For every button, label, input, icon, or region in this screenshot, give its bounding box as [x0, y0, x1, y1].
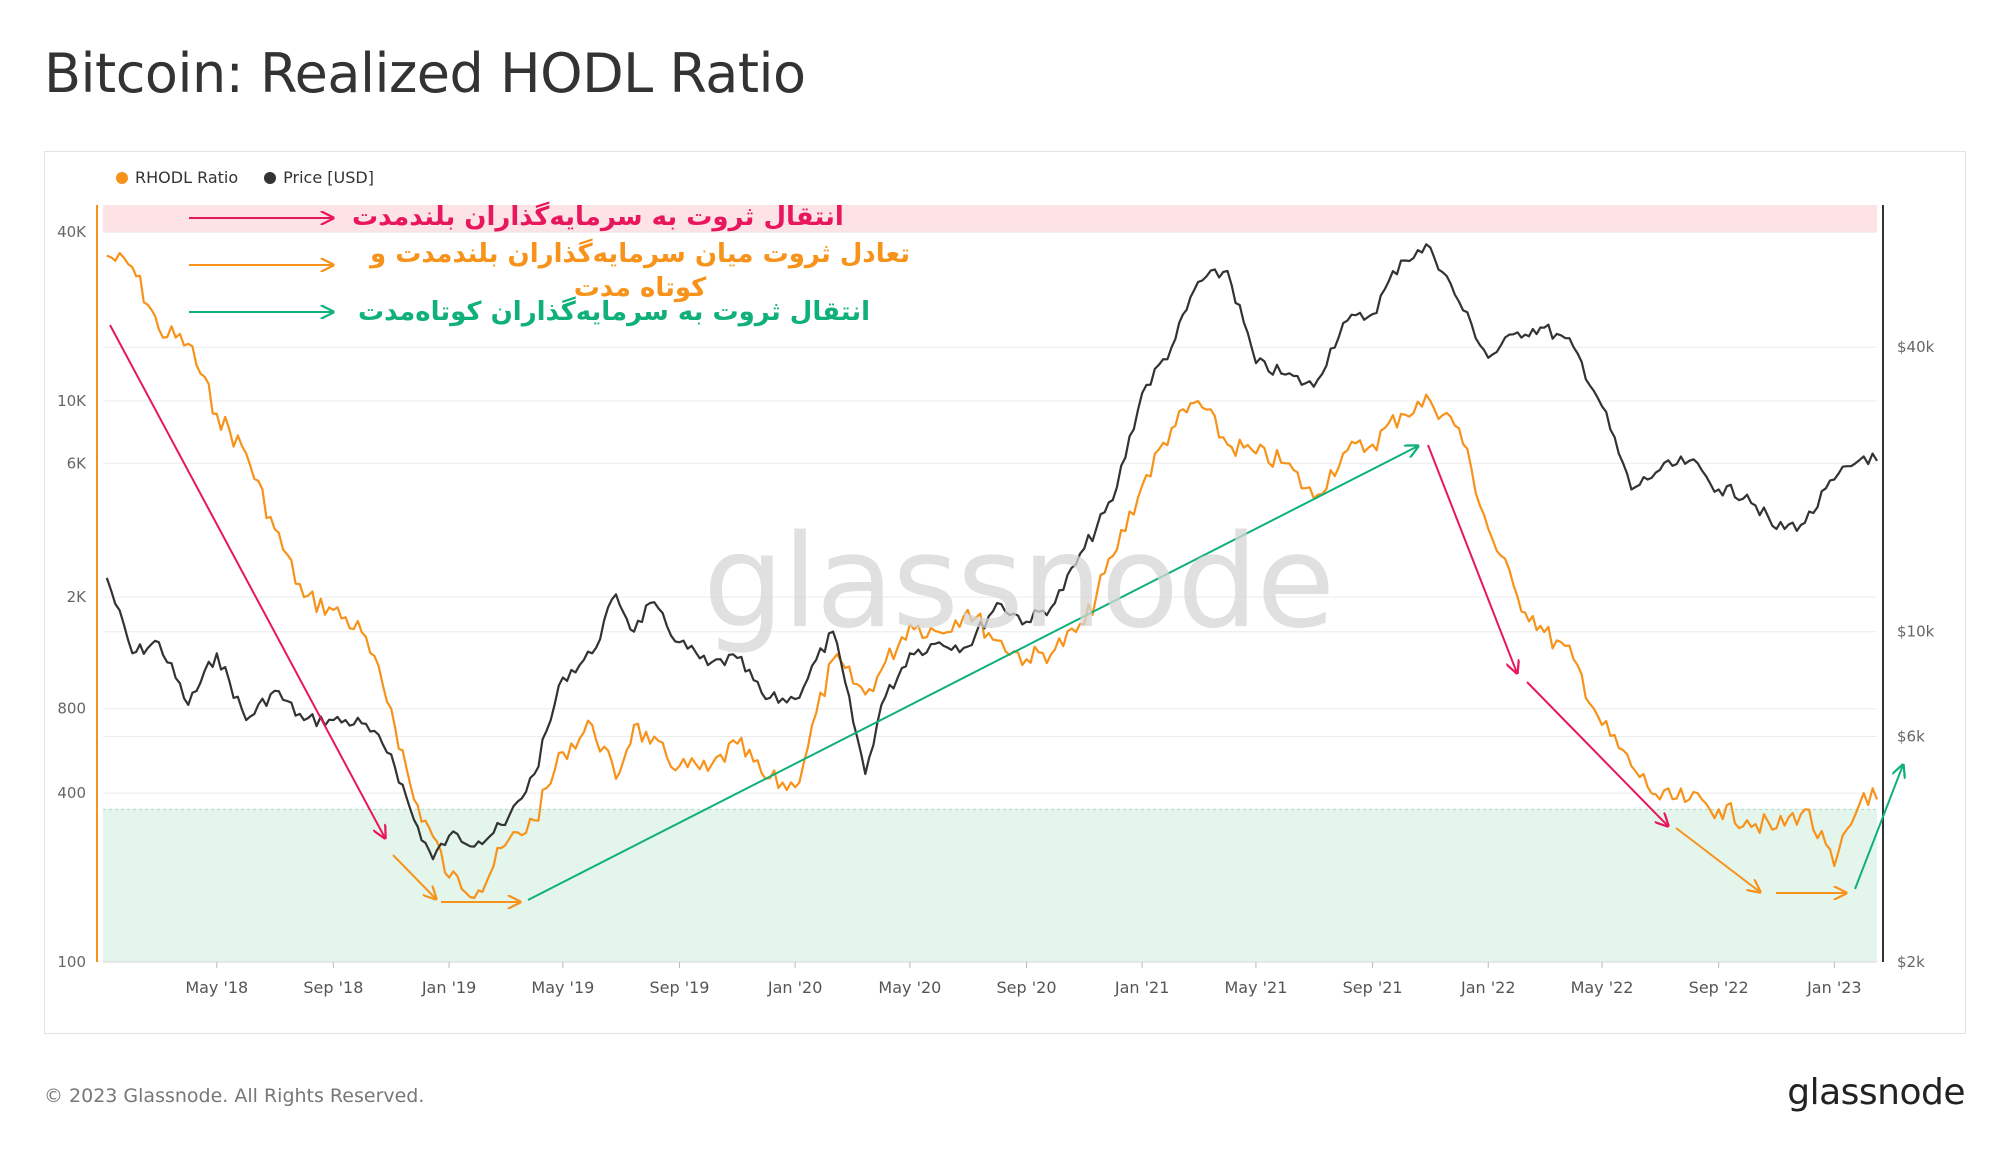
x-tick-label: May '21	[1224, 978, 1287, 997]
series-line-price	[105, 243, 1878, 861]
trend-arrow-pink	[1526, 681, 1668, 826]
legend-label-rhodl: RHODL Ratio	[135, 168, 239, 187]
x-tick-label: Jan '20	[767, 978, 823, 997]
annotation-top-band: انتقال ثروت به سرمایه‌گذاران بلندمدت	[352, 202, 844, 232]
y-left-tick-label: 6K	[67, 454, 88, 472]
x-tick-label: Sep '21	[1343, 978, 1403, 997]
x-tick-label: Sep '19	[649, 978, 709, 997]
y-left-tick-label: 100	[57, 953, 86, 971]
legend-item-rhodl[interactable]: RHODL Ratio	[116, 168, 238, 187]
legend-dot-rhodl	[116, 171, 128, 184]
page-title: Bitcoin: Realized HODL Ratio	[44, 42, 806, 105]
band-top	[103, 205, 1877, 233]
y-left-tick-label: 800	[57, 700, 86, 718]
annotation-bottom-band: انتقال ثروت به سرمایه‌گذاران کوتاه‌مدت	[358, 297, 871, 327]
y-left-tick-label: 40K	[57, 223, 87, 241]
y-left-tick-label: 400	[57, 784, 86, 802]
legend-label-price: Price [USD]	[283, 168, 374, 187]
x-tick-label: Sep '18	[303, 978, 363, 997]
y-right-tick-label: $10k	[1897, 623, 1935, 641]
x-tick-label: Jan '23	[1806, 978, 1862, 997]
y-left-tick-label: 2K	[67, 588, 88, 606]
x-tick-label: Sep '22	[1689, 978, 1749, 997]
x-tick-label: Sep '20	[997, 978, 1057, 997]
trend-arrow-green	[527, 446, 1418, 901]
y-left-tick-label: 10K	[57, 392, 87, 410]
x-tick-label: Jan '21	[1114, 978, 1170, 997]
x-tick-label: May '22	[1571, 978, 1634, 997]
y-right-tick-label: $6k	[1897, 728, 1925, 746]
x-tick-label: Jan '22	[1460, 978, 1516, 997]
annotation-middle: تعادل ثروت میان سرمایه‌گذاران بلندمدت و …	[370, 239, 910, 303]
x-tick-label: May '19	[531, 978, 594, 997]
trend-arrow-pink	[1427, 444, 1517, 673]
axes-layer: 100 400 800 2K 6K 10K 40K $2k $6k $10k $40k May '18…	[57, 205, 1935, 997]
trend-arrows	[109, 218, 1903, 902]
y-right-tick-label: $40k	[1897, 338, 1935, 356]
x-tick-label: Jan '19	[421, 978, 477, 997]
trend-arrow-pink	[109, 324, 385, 838]
legend-item-price[interactable]: Price [USD]	[264, 168, 374, 187]
series-line-rhodl	[106, 251, 1879, 900]
footer-copyright: © 2023 Glassnode. All Rights Reserved.	[44, 1085, 425, 1107]
chart-watermark: glassnode	[703, 508, 1335, 657]
series-layer	[105, 243, 1879, 900]
trend-arrow-green	[1854, 765, 1903, 890]
trend-arrow-orange	[1675, 827, 1760, 892]
band-bottom	[103, 809, 1877, 962]
chart-legend: RHODL Ratio Price [USD]	[116, 168, 374, 187]
footer-logo: glassnode	[1787, 1072, 1965, 1113]
x-tick-label: May '18	[185, 978, 248, 997]
x-tick-label: May '20	[878, 978, 941, 997]
bands-layer	[103, 205, 1877, 962]
legend-dot-price	[264, 171, 277, 184]
y-right-tick-label: $2k	[1897, 953, 1925, 971]
trend-arrow-orange	[392, 854, 436, 899]
